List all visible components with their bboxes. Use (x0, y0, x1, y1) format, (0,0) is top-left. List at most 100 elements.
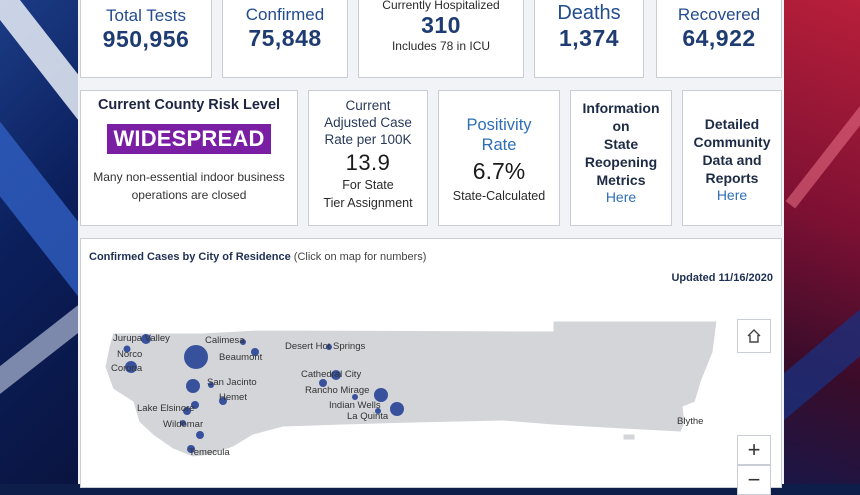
dot-jurupa-valley[interactable] (141, 334, 151, 344)
deaths-label: Deaths (557, 2, 621, 24)
community-data-title: Detailed Community Data and Reports (683, 115, 781, 187)
dot-cathedral-city[interactable] (319, 379, 327, 387)
reopening-line-5: Metrics (596, 172, 646, 188)
dot-la-quinta[interactable] (375, 408, 381, 414)
map-zoom-out-button[interactable]: − (737, 465, 771, 495)
reopening-line-2: on (612, 118, 630, 134)
risk-level-note: Many non-essential indoor business opera… (81, 168, 297, 204)
deaths-value: 1,374 (558, 25, 620, 51)
case-rate-label-line-2: Adjusted Case (324, 115, 412, 130)
case-rate-label-line-3: Rate per 100K (324, 132, 412, 147)
dot-indio[interactable] (390, 402, 404, 416)
dot-desert-hot-springs[interactable] (326, 344, 332, 350)
reopening-metrics-title: Information on State Reopening Metrics (571, 99, 671, 189)
community-line-2: Community (693, 134, 771, 150)
map-updated-date: Updated 11/16/2020 (671, 272, 773, 284)
dot-palm-springs[interactable] (331, 370, 341, 380)
label-lake-elsinore: Lake Elsinore (137, 403, 195, 414)
label-corona: Corona (111, 363, 143, 374)
positivity-label-line-1: Positivity (466, 116, 532, 134)
label-wildomar: Wildomar (163, 419, 203, 430)
deaths-card: Deaths 1,374 (534, 0, 644, 78)
risk-level-title: Current County Risk Level (97, 97, 281, 113)
label-jurupa-valley: Jurupa Valley (113, 333, 170, 344)
reopening-line-1: Information (582, 100, 660, 116)
label-calimesa: Calimesa (205, 335, 245, 346)
dot-calimesa[interactable] (240, 339, 246, 345)
confirmed-value: 75,848 (248, 25, 322, 51)
case-rate-note-line-2: Tier Assignment (323, 196, 413, 210)
positivity-note: State-Calculated (452, 189, 546, 203)
community-data-link[interactable]: Here (716, 187, 748, 203)
dot-hemet[interactable] (219, 397, 227, 405)
total-tests-card: Total Tests 950,956 (80, 0, 212, 78)
reopening-line-3: State (603, 136, 639, 152)
positivity-label-line-2: Rate (481, 136, 517, 154)
dot-rancho-mirage[interactable] (352, 394, 358, 400)
dot-san-jacinto[interactable] (208, 382, 214, 388)
map-title: Confirmed Cases by City of Residence (Cl… (89, 251, 426, 263)
map-title-text: Confirmed Cases by City of Residence (89, 251, 291, 263)
community-line-4: Reports (705, 170, 759, 186)
hospitalized-card: Currently Hospitalized 310 Includes 78 i… (358, 0, 524, 78)
risk-level-badge: WIDESPREAD (107, 124, 271, 154)
dot-moreno-valley[interactable] (186, 379, 200, 393)
case-rate-note: For State Tier Assignment (309, 176, 427, 212)
case-rate-label-line-1: Current (345, 98, 391, 113)
dot-beaumont[interactable] (251, 348, 259, 356)
map-zoom-in-button[interactable]: + (737, 435, 771, 465)
label-temecula: Temecula (189, 447, 230, 458)
recovered-card: Recovered 64,922 (656, 0, 782, 78)
background-left-graphic (0, 0, 80, 484)
positivity-label: Positivity Rate (439, 115, 559, 155)
case-rate-value: 13.9 (345, 150, 391, 175)
positivity-value: 6.7% (472, 158, 526, 184)
label-san-jacinto: San Jacinto (207, 377, 257, 388)
risk-level-card: Current County Risk Level WIDESPREAD Man… (80, 90, 298, 226)
dot-perris[interactable] (191, 401, 199, 409)
label-beaumont: Beaumont (219, 352, 263, 363)
total-tests-value: 950,956 (102, 26, 190, 52)
dot-lake-elsinore[interactable] (183, 407, 191, 415)
total-tests-label: Total Tests (105, 6, 186, 25)
label-indian-wells: Indian Wells (329, 400, 381, 411)
dot-norco[interactable] (123, 345, 131, 353)
label-rancho-mirage: Rancho Mirage (305, 385, 369, 396)
risk-note-line-1: Many non-essential indoor business (93, 170, 285, 184)
hospitalized-label: Currently Hospitalized (382, 0, 500, 12)
dot-riverside[interactable] (184, 345, 208, 369)
county-shape (104, 320, 718, 458)
hospitalized-note: Includes 78 in ICU (391, 39, 491, 53)
case-rate-label: Current Adjusted Case Rate per 100K (309, 97, 427, 148)
reopening-line-4: Reopening (584, 154, 658, 170)
dashboard-panel: Total Tests 950,956 Confirmed 75,848 Cur… (78, 0, 784, 495)
community-line-3: Data and (702, 152, 762, 168)
confirmed-label: Confirmed (245, 5, 325, 24)
cases-map-card: Confirmed Cases by City of Residence (Cl… (80, 238, 783, 495)
dot-murrieta[interactable] (196, 431, 204, 439)
dot-indian-wells[interactable] (374, 388, 388, 402)
community-line-1: Detailed (704, 116, 760, 132)
dot-wildomar[interactable] (180, 420, 186, 426)
background-right-graphic (782, 0, 860, 484)
dot-corona[interactable] (125, 361, 137, 373)
dot-temecula[interactable] (187, 445, 195, 453)
label-desert-hot-springs: Desert Hot Springs (285, 341, 366, 352)
map-home-button[interactable] (737, 319, 771, 353)
label-blythe: Blythe (677, 416, 703, 427)
recovered-label: Recovered (677, 5, 761, 24)
label-cathedral-city: Cathedral City (301, 369, 361, 380)
hospitalized-value: 310 (421, 12, 461, 38)
map-hint: (Click on map for numbers) (293, 251, 427, 263)
case-rate-card: Current Adjusted Case Rate per 100K 13.9… (308, 90, 428, 226)
positivity-card: Positivity Rate 6.7% State-Calculated (438, 90, 560, 226)
risk-note-line-2: operations are closed (131, 188, 247, 202)
label-norco: Norco (117, 349, 142, 360)
reopening-metrics-link[interactable]: Here (605, 189, 637, 205)
case-rate-note-line-1: For State (342, 178, 394, 192)
county-map[interactable]: Jurupa Valley Norco Corona Calimesa Beau… (83, 297, 783, 487)
recovered-value: 64,922 (682, 25, 756, 51)
reopening-metrics-card[interactable]: Information on State Reopening Metrics H… (570, 90, 672, 226)
confirmed-card: Confirmed 75,848 (222, 0, 348, 78)
community-data-card[interactable]: Detailed Community Data and Reports Here (682, 90, 782, 226)
